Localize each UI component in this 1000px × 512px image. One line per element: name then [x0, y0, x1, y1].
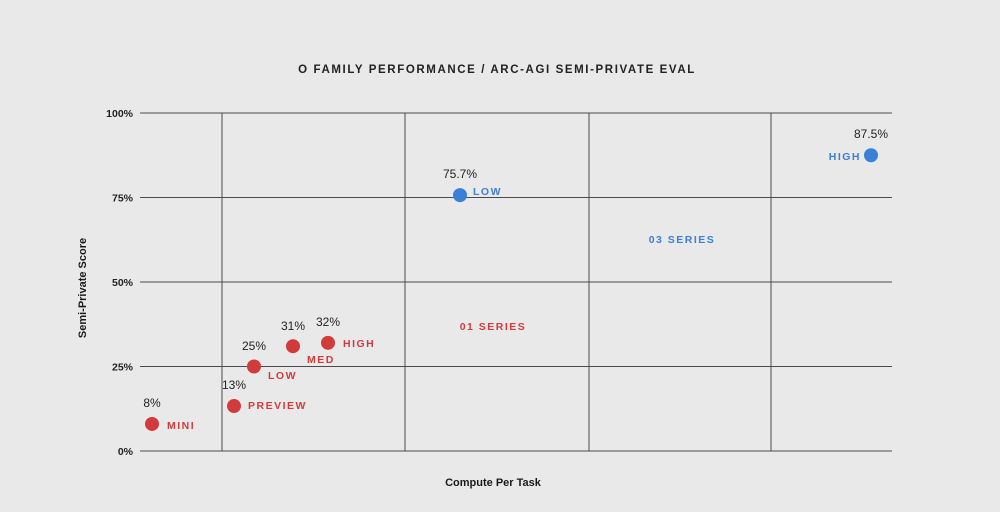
data-label-value: 75.7%: [443, 167, 477, 181]
series-annotation: 03 SERIES: [649, 234, 716, 246]
series-annotations: 01 SERIES 03 SERIES: [460, 234, 716, 333]
data-point: [321, 335, 335, 350]
y-tick-label: 0%: [118, 446, 134, 458]
data-label-value: 87.5%: [854, 127, 888, 141]
data-label-name: LOW: [268, 370, 297, 382]
data-point: [453, 188, 467, 203]
y-tick-labels: 0% 25% 50% 75% 100%: [106, 108, 134, 458]
data-points: 8%MINI13%PREVIEW25%LOW31%MED32%HIGH75.7%…: [143, 127, 888, 432]
data-label-name: HIGH: [343, 338, 375, 350]
data-label-value: 25%: [242, 339, 266, 353]
series-annotation: 01 SERIES: [460, 321, 527, 333]
y-tick-label: 75%: [112, 193, 134, 205]
data-label-value: 13%: [222, 378, 246, 392]
data-label-name: MINI: [167, 420, 195, 432]
data-label-name: LOW: [473, 186, 502, 198]
data-point: [145, 416, 159, 431]
y-tick-label: 50%: [112, 277, 134, 289]
y-tick-label: 100%: [106, 108, 134, 120]
grid-layer: [140, 112, 892, 452]
x-axis-title: Compute Per Task: [445, 477, 542, 489]
data-label-name: MED: [307, 354, 335, 366]
data-label-value: 8%: [143, 396, 161, 410]
data-point: [227, 399, 241, 414]
data-label-name: HIGH: [829, 151, 861, 163]
data-point: [286, 339, 300, 354]
data-label-value: 32%: [316, 315, 340, 329]
y-axis-title: Semi-Private Score: [77, 238, 89, 338]
y-tick-label: 25%: [112, 362, 134, 374]
chart-title: O FAMILY PERFORMANCE / ARC-AGI SEMI-PRIV…: [298, 64, 696, 76]
data-point: [247, 359, 261, 374]
data-label-value: 31%: [281, 319, 305, 333]
data-label-name: PREVIEW: [248, 400, 307, 412]
data-point: [864, 148, 878, 163]
